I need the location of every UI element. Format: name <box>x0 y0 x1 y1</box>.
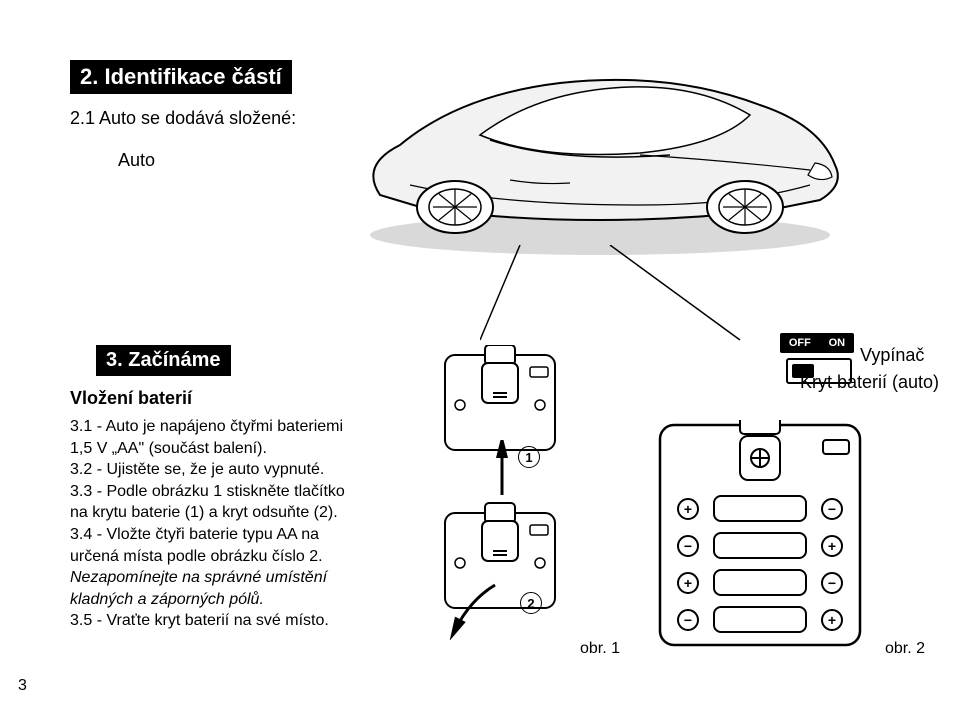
battery-compartment-diagram: + − − + + − − + <box>655 420 865 650</box>
polarity-plus-icon: + <box>677 498 699 520</box>
battery-cell <box>713 606 807 632</box>
polarity-minus-icon: − <box>677 609 699 631</box>
heading-identifikace: 2. Identifikace částí <box>70 60 292 94</box>
label-kryt-baterii: Kryt baterií (auto) <box>800 372 939 393</box>
line-3-5: 3.5 - Vraťte kryt baterií na své místo. <box>70 610 390 632</box>
polarity-minus-icon: − <box>821 498 843 520</box>
battery-cell <box>713 532 807 558</box>
switch-labels: OFF ON <box>780 333 854 353</box>
caption-obr-1: obr. 1 <box>580 640 620 658</box>
polarity-plus-icon: + <box>821 535 843 557</box>
line-3-1b: 1,5 V „AA" (součást balení). <box>70 438 390 460</box>
line-3-4a: 3.4 - Vložte čtyři baterie typu AA na <box>70 524 390 546</box>
heading-zaciname: 3. Začínáme <box>96 345 231 376</box>
line-3-2: 3.2 - Ujistěte se, že je auto vypnuté. <box>70 459 390 481</box>
subheading-auto-slozene: 2.1 Auto se dodává složené: <box>70 108 296 129</box>
line-warning-b: kladných a záporných pólů. <box>70 589 390 611</box>
polarity-plus-icon: + <box>677 572 699 594</box>
page-number: 3 <box>18 677 27 695</box>
line-3-1a: 3.1 - Auto je napájeno čtyřmi bateriemi <box>70 416 390 438</box>
battery-cell <box>713 569 807 595</box>
line-warning-a: Nezapomínejte na správné umístění <box>70 567 390 589</box>
polarity-plus-icon: + <box>821 609 843 631</box>
polarity-minus-icon: − <box>821 572 843 594</box>
callout-number-1: 1 <box>518 446 540 468</box>
line-3-4b: určená místa podle obrázku číslo 2. <box>70 546 390 568</box>
car-illustration <box>340 35 860 265</box>
label-vypinac: Vypínač <box>860 345 924 366</box>
line-3-3a: 3.3 - Podle obrázku 1 stiskněte tlačítko <box>70 481 390 503</box>
label-on: ON <box>829 337 846 349</box>
line-3-3b: na krytu baterie (1) a kryt odsuňte (2). <box>70 502 390 524</box>
callout-number-2: 2 <box>520 592 542 614</box>
arrow-slide-icon <box>440 580 510 640</box>
polarity-minus-icon: − <box>677 535 699 557</box>
label-off: OFF <box>789 337 811 349</box>
callout-lines <box>480 245 770 355</box>
instructions-block: 3.1 - Auto je napájeno čtyřmi bateriemi … <box>70 416 390 632</box>
manual-page: 2. Identifikace částí 2.1 Auto se dodává… <box>0 0 959 715</box>
label-auto: Auto <box>118 150 155 171</box>
caption-obr-2: obr. 2 <box>885 640 925 658</box>
subheading-vlozeni-baterii: Vložení baterií <box>70 388 192 409</box>
arrow-up-icon <box>490 440 514 500</box>
battery-cell <box>713 495 807 521</box>
